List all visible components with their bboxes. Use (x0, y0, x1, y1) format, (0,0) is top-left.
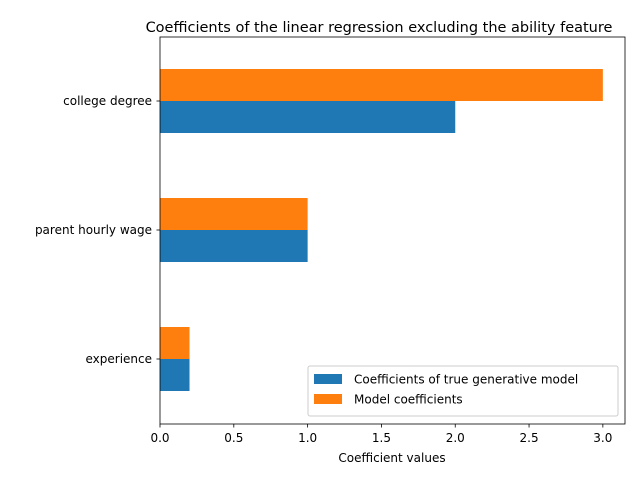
x-axis: 0.0 0.5 1.0 1.5 2.0 2.5 3.0 (150, 424, 612, 445)
bar-college-degree-true-model (160, 101, 456, 133)
x-tick-label: 1.5 (372, 431, 391, 445)
y-axis: college degree parent hourly wage experien… (35, 94, 160, 366)
x-tick-label: 0.5 (224, 431, 243, 445)
bar-parent-hourly-wage-true-model (160, 230, 308, 262)
legend: Coefficients of true generative model Mod… (307, 365, 619, 417)
legend-label: Model coefficients (354, 393, 463, 407)
bar-college-degree-model (160, 69, 603, 101)
chart-title: Coefficients of the linear regression ex… (146, 20, 613, 36)
bars-group (160, 69, 603, 391)
bar-experience-model (160, 327, 190, 359)
x-axis-label: Coefficient values (338, 451, 445, 465)
x-tick-label: 1.0 (298, 431, 317, 445)
x-tick-label: 2.0 (446, 431, 465, 445)
legend-swatch (314, 394, 342, 404)
y-tick-label: experience (85, 352, 152, 366)
legend-box (307, 365, 619, 417)
x-tick-label: 3.0 (593, 431, 612, 445)
legend-label: Coefficients of true generative model (354, 373, 578, 387)
bar-experience-true-model (160, 359, 190, 391)
legend-swatch (314, 374, 342, 384)
y-tick-label: college degree (63, 94, 152, 108)
x-tick-label: 0.0 (150, 431, 169, 445)
bar-parent-hourly-wage-model (160, 198, 308, 230)
y-tick-label: parent hourly wage (35, 223, 152, 237)
plot-frame (159, 36, 626, 425)
x-tick-label: 2.5 (520, 431, 539, 445)
